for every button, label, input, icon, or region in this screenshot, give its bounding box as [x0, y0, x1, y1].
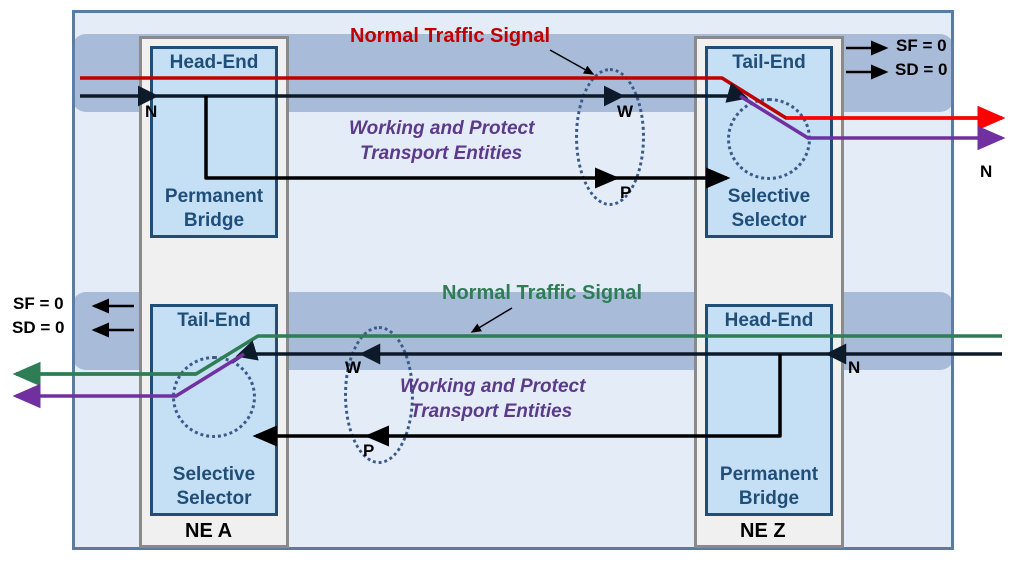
inner-footer1: Selective [150, 464, 278, 486]
label-n-top-left: N [145, 102, 157, 122]
label-w-top: W [617, 102, 633, 122]
label-p-bot: P [363, 441, 374, 461]
inner-footer2: Bridge [150, 210, 278, 232]
inner-footer2: Selector [705, 210, 833, 232]
inner-footer2: Selector [150, 488, 278, 510]
inner-title: Head-End [705, 310, 833, 332]
selector-ellipse [727, 98, 811, 180]
inner-title: Tail-End [150, 310, 278, 332]
label-wp-top: Working and Protect [349, 118, 534, 140]
inner-footer1: Selective [705, 186, 833, 208]
label-p-top: P [620, 183, 631, 203]
ne-z-label: NE Z [740, 520, 786, 543]
label-sf-bot: SF = 0 [13, 294, 64, 314]
label-sd-bot: SD = 0 [12, 318, 64, 338]
label-wp-top2: Transport Entities [360, 143, 522, 165]
inner-footer1: Permanent [705, 464, 833, 486]
label-w-bot: W [345, 358, 361, 378]
selector-ellipse [172, 356, 256, 438]
label-normal-bot: Normal Traffic Signal [442, 282, 642, 305]
label-wp-bot2: Transport Entities [410, 401, 572, 423]
label-n-bot-right: N [848, 358, 860, 378]
label-sd-top: SD = 0 [895, 60, 947, 80]
label-sf-top: SF = 0 [896, 36, 947, 56]
inner-title: Head-End [150, 52, 278, 74]
selector-ellipse [575, 68, 645, 206]
label-normal-top: Normal Traffic Signal [350, 25, 550, 48]
label-wp-bot: Working and Protect [400, 376, 585, 398]
ne-a-label: NE A [185, 520, 232, 543]
label-n-top-right: N [980, 162, 992, 182]
inner-footer2: Bridge [705, 488, 833, 510]
inner-title: Tail-End [705, 52, 833, 74]
inner-footer1: Permanent [150, 186, 278, 208]
